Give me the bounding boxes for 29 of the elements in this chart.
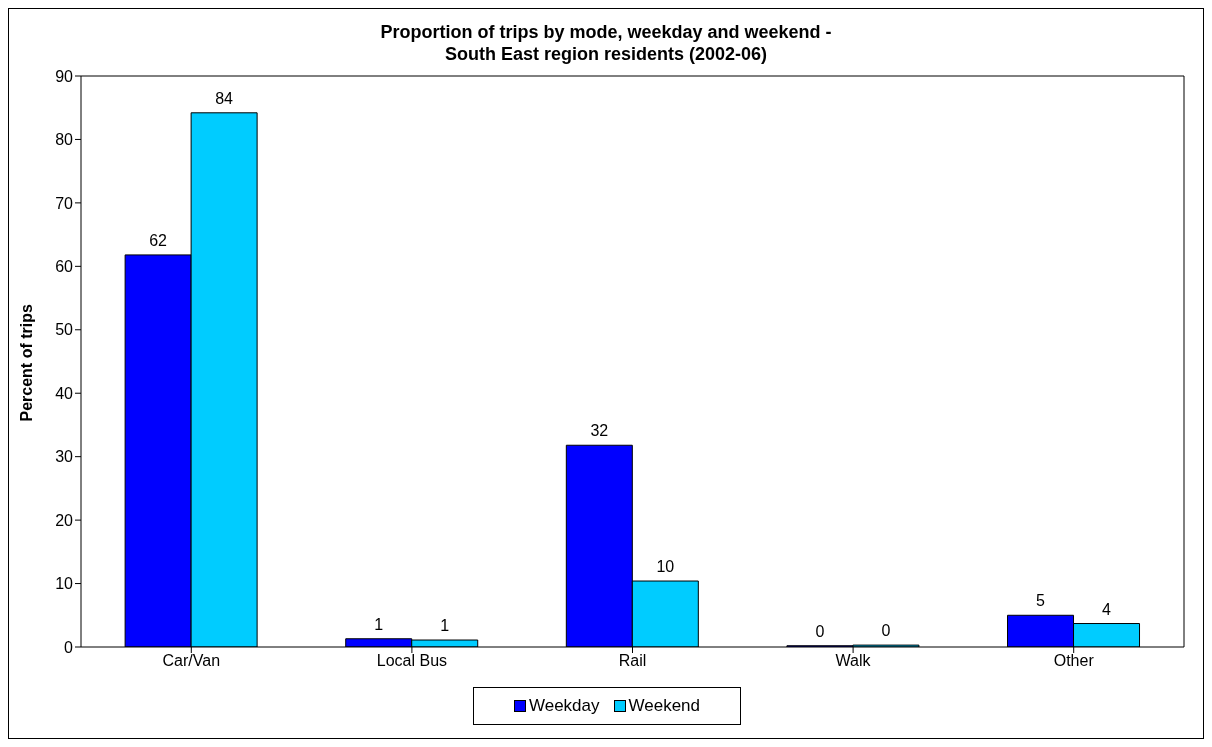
y-tick-label: 50 [55,321,74,339]
x-tick-label: Local Bus [376,652,448,670]
data-label: 1 [440,617,450,635]
y-axis-title: Percent of trips [17,304,35,422]
data-label: 84 [215,89,234,107]
data-label: 1 [374,615,384,633]
x-tick-label: Other [1053,652,1095,670]
y-tick-label: 0 [64,638,74,656]
y-tick-label: 90 [55,67,74,85]
data-label: 5 [1036,592,1046,610]
data-label: 0 [881,622,891,640]
data-label: 10 [656,558,675,576]
data-label: 32 [590,422,609,440]
x-tick-label: Rail [618,652,647,670]
y-tick-label: 80 [55,131,74,149]
legend-label: Weekend [627,696,701,716]
chart-title: Proportion of trips by mode, weekday and weekend - South East region residents (2002-06) [379,21,833,65]
data-label: 62 [149,231,168,249]
data-label: 0 [815,622,825,640]
x-tick-label: Walk [835,652,872,670]
data-label: 4 [1102,600,1112,618]
y-tick-label: 20 [55,511,74,529]
y-tick-label: 30 [55,448,74,466]
y-tick-label: 10 [55,575,74,593]
y-tick-label: 60 [55,258,74,276]
y-tick-label: 40 [55,384,74,402]
legend-label: Weekday [527,696,600,716]
x-tick-label: Car/Van [162,652,221,670]
y-tick-label: 70 [55,194,74,212]
